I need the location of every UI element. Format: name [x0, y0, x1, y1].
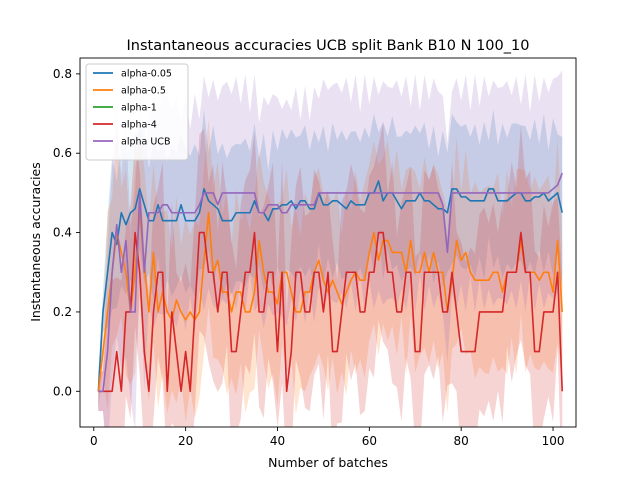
y-tick-label: 0.4 — [53, 226, 72, 240]
series-line-alpha-ucb — [98, 172, 563, 393]
band-alpha-4 — [98, 123, 563, 427]
axes: 0 20 40 60 80 100 0.0 0.2 0.4 0.6 0.8 — [53, 57, 577, 448]
series-lines — [97, 172, 564, 393]
y-tick-label: 0.0 — [53, 384, 72, 398]
band-alpha-0-05 — [98, 109, 563, 412]
x-tick-label: 80 — [454, 434, 469, 448]
legend-box — [85, 63, 189, 161]
x-tick-label: 0 — [90, 434, 98, 448]
legend-label-alpha-1: alpha-1 — [121, 103, 157, 114]
series-line-alpha-4 — [98, 231, 564, 393]
plot-frame — [79, 57, 577, 428]
legend-label-alpha-0-05: alpha-0.05 — [121, 69, 172, 80]
x-tick-label: 60 — [362, 434, 377, 448]
legend-label-alpha-ucb: alpha UCB — [121, 137, 170, 148]
series-line-alpha-0-05 — [97, 180, 563, 392]
y-tick-label: 0.2 — [53, 305, 72, 319]
band-alpha-ucb — [98, 70, 563, 427]
y-tick-label: 0.6 — [53, 146, 72, 160]
y-tick-label: 0.8 — [53, 67, 72, 81]
legend-label-alpha-4: alpha-4 — [121, 120, 157, 131]
x-tick-label: 20 — [178, 434, 193, 448]
x-axis-label: Number of batches — [268, 455, 388, 470]
y-axis-label: Instantaneous accuracies — [28, 162, 43, 322]
legend: alpha-0.05 alpha-0.5 alpha-1 alpha-4 alpha U… — [85, 63, 189, 161]
x-tick-label: 40 — [270, 434, 285, 448]
x-tick-label: 100 — [542, 434, 565, 448]
series-line-alpha-0-5 — [97, 211, 564, 392]
legend-label-alpha-0-5: alpha-0.5 — [121, 86, 166, 97]
chart-title: Instantaneous accuracies UCB split Bank … — [127, 38, 530, 54]
